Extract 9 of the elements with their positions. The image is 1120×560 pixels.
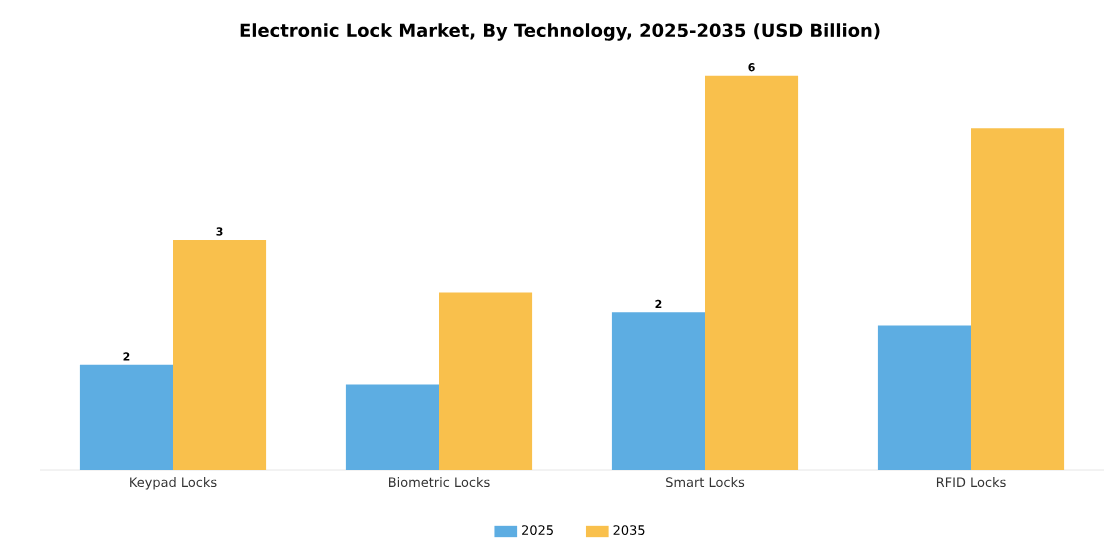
bar [173, 240, 267, 470]
bar [611, 312, 705, 470]
bar [79, 364, 173, 470]
chart-title: Electronic Lock Market, By Technology, 2025-2035 (USD Billion) [240, 23, 880, 41]
bar [439, 292, 533, 470]
bar [971, 128, 1065, 470]
bar [877, 325, 972, 470]
bar [705, 75, 799, 470]
bar [345, 384, 439, 470]
